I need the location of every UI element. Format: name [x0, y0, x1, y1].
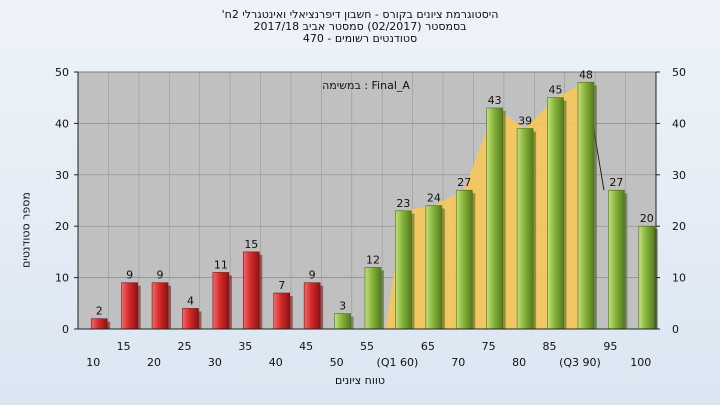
bar — [395, 210, 412, 330]
data-label: 23 — [396, 197, 410, 210]
bar-shade — [350, 316, 354, 329]
title-line-1: 'היסטוגרמת ציונים בקורס - חשבון דיפרנציא… — [221, 8, 499, 21]
bar — [151, 282, 169, 330]
x-tick-label: 30 — [208, 356, 222, 369]
x-tick-label: 50 — [330, 356, 344, 369]
bar-shade — [381, 270, 384, 329]
x-tick-label: 70 — [451, 356, 465, 369]
data-label: 3 — [339, 300, 346, 313]
bar — [334, 313, 351, 330]
x-tick-label: (Q3 90) — [559, 356, 601, 369]
bar-shade — [259, 254, 263, 329]
y-tick-label-right: 10 — [672, 272, 686, 285]
bar-shade — [168, 285, 172, 329]
bar-shade — [289, 296, 293, 329]
x-tick-label: (Q1 60) — [377, 356, 419, 369]
y-tick-label-right: 30 — [672, 169, 686, 182]
y-tick-label-right: 40 — [672, 117, 686, 130]
data-label: 24 — [427, 192, 441, 205]
data-label: 45 — [549, 84, 563, 97]
bar — [303, 282, 321, 330]
data-label: 20 — [640, 212, 654, 225]
x-tick-label: 100 — [630, 356, 651, 369]
y-tick-label: 10 — [55, 272, 69, 285]
x-tick-label: 65 — [421, 340, 435, 353]
bar — [516, 128, 534, 330]
x-tick-label: 10 — [86, 356, 100, 369]
x-tick-label: 55 — [360, 340, 374, 353]
y-tick-label: 20 — [55, 220, 69, 233]
bar-shade — [533, 131, 537, 329]
chart-annotation: במשימה : Final_A — [322, 79, 410, 92]
bar — [547, 97, 564, 330]
data-label: 9 — [309, 269, 316, 282]
data-label: 12 — [366, 253, 380, 266]
data-label: 9 — [126, 269, 133, 282]
bar-shade — [228, 275, 232, 329]
data-label: 4 — [187, 294, 194, 307]
bar-shade — [563, 100, 567, 329]
x-tick-label: 45 — [299, 340, 313, 353]
data-label: 2 — [96, 305, 103, 318]
bar — [577, 81, 595, 330]
chart-title: 'היסטוגרמת ציונים בקורס - חשבון דיפרנציא… — [0, 9, 720, 45]
bar-shade — [137, 285, 141, 329]
data-label: 15 — [244, 238, 258, 251]
y-tick-label-right: 0 — [672, 323, 679, 336]
y-tick-label-right: 50 — [672, 66, 686, 79]
bar-shade — [502, 110, 506, 329]
bar — [608, 189, 625, 330]
y-tick-label: 40 — [55, 117, 69, 130]
bar — [486, 107, 503, 330]
data-label: 48 — [579, 68, 593, 81]
bar-shade — [411, 213, 415, 329]
x-tick-label: 35 — [238, 340, 252, 353]
bar — [243, 251, 260, 330]
title-line-2: בסמסטר (02/2017) סמסטר אביב 2017/18 — [253, 20, 467, 33]
bar-shade — [593, 85, 597, 329]
title-line-3: סטודנטים רשומים - 470 — [302, 32, 418, 45]
bar — [364, 267, 382, 330]
data-label: 39 — [518, 115, 532, 128]
y-tick-label: 50 — [55, 66, 69, 79]
bar-shade — [198, 311, 202, 329]
bar — [425, 205, 443, 330]
bar-shade — [320, 285, 324, 329]
data-label: 9 — [157, 269, 164, 282]
data-label: 27 — [457, 176, 471, 189]
x-tick-label: 20 — [147, 356, 161, 369]
x-tick-label: 40 — [269, 356, 283, 369]
bar — [455, 189, 473, 330]
y-tick-label-right: 20 — [672, 220, 686, 233]
x-tick-label: 85 — [543, 340, 557, 353]
x-axis-label: טווח ציונים — [335, 374, 385, 387]
x-tick-label: 15 — [117, 340, 131, 353]
bar — [212, 272, 230, 330]
y-tick-label: 0 — [62, 323, 69, 336]
bar — [273, 292, 291, 330]
bar — [182, 308, 199, 330]
data-label: 27 — [609, 176, 623, 189]
bar-shade — [472, 193, 476, 329]
bar-shade — [441, 208, 445, 329]
bar-shade — [624, 193, 628, 329]
bar — [121, 282, 138, 330]
x-tick-label: 75 — [482, 340, 496, 353]
data-label: 11 — [214, 258, 228, 271]
x-tick-label: 80 — [512, 356, 526, 369]
bar — [638, 225, 656, 330]
data-label: 43 — [488, 94, 502, 107]
x-tick-label: 25 — [177, 340, 191, 353]
data-label: 7 — [278, 279, 285, 292]
y-tick-label: 30 — [55, 169, 69, 182]
bar — [90, 318, 108, 330]
bar-shade — [107, 321, 111, 329]
x-tick-label: 95 — [603, 340, 617, 353]
